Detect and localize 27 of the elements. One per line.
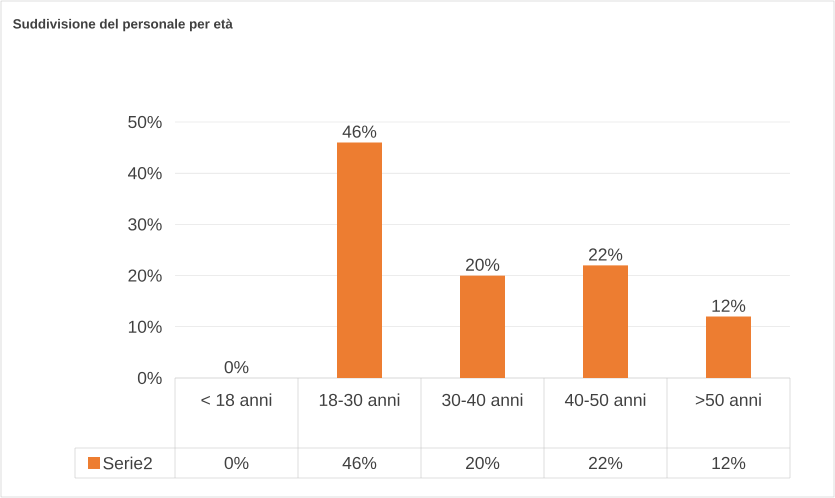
y-tick-label: 10%: [128, 320, 162, 333]
text: 22%: [589, 456, 622, 470]
x-tick-label: 18-30 anni: [320, 393, 400, 406]
text: 0%: [224, 361, 248, 374]
x-tick-label: 30-40 anni: [442, 393, 522, 406]
legend-label: Serie2: [103, 456, 152, 470]
text: 12%: [712, 300, 746, 312]
text: 46%: [342, 125, 376, 138]
text: 20%: [466, 258, 500, 271]
y-tick-label: 50%: [128, 116, 162, 128]
bar: [337, 142, 382, 378]
y-tick-label: 20%: [128, 269, 162, 282]
bar: [706, 316, 751, 378]
text: 46%: [342, 456, 376, 470]
bar: [460, 276, 505, 378]
y-tick-label: 30%: [128, 218, 162, 231]
x-tick-label: 40-50 anni: [564, 393, 646, 406]
text: 20%: [466, 456, 500, 470]
y-tick-label: 40%: [128, 167, 162, 180]
bar: [583, 265, 628, 378]
x-tick-label: < 18 anni: [201, 393, 272, 406]
chart-title: Suddivisione del personale per età: [13, 18, 233, 32]
text: 0%: [224, 456, 248, 470]
text: 12%: [712, 456, 746, 470]
text: 22%: [589, 248, 622, 261]
x-tick-label: >50 anni: [696, 393, 761, 406]
y-tick-label: 0%: [138, 372, 162, 384]
